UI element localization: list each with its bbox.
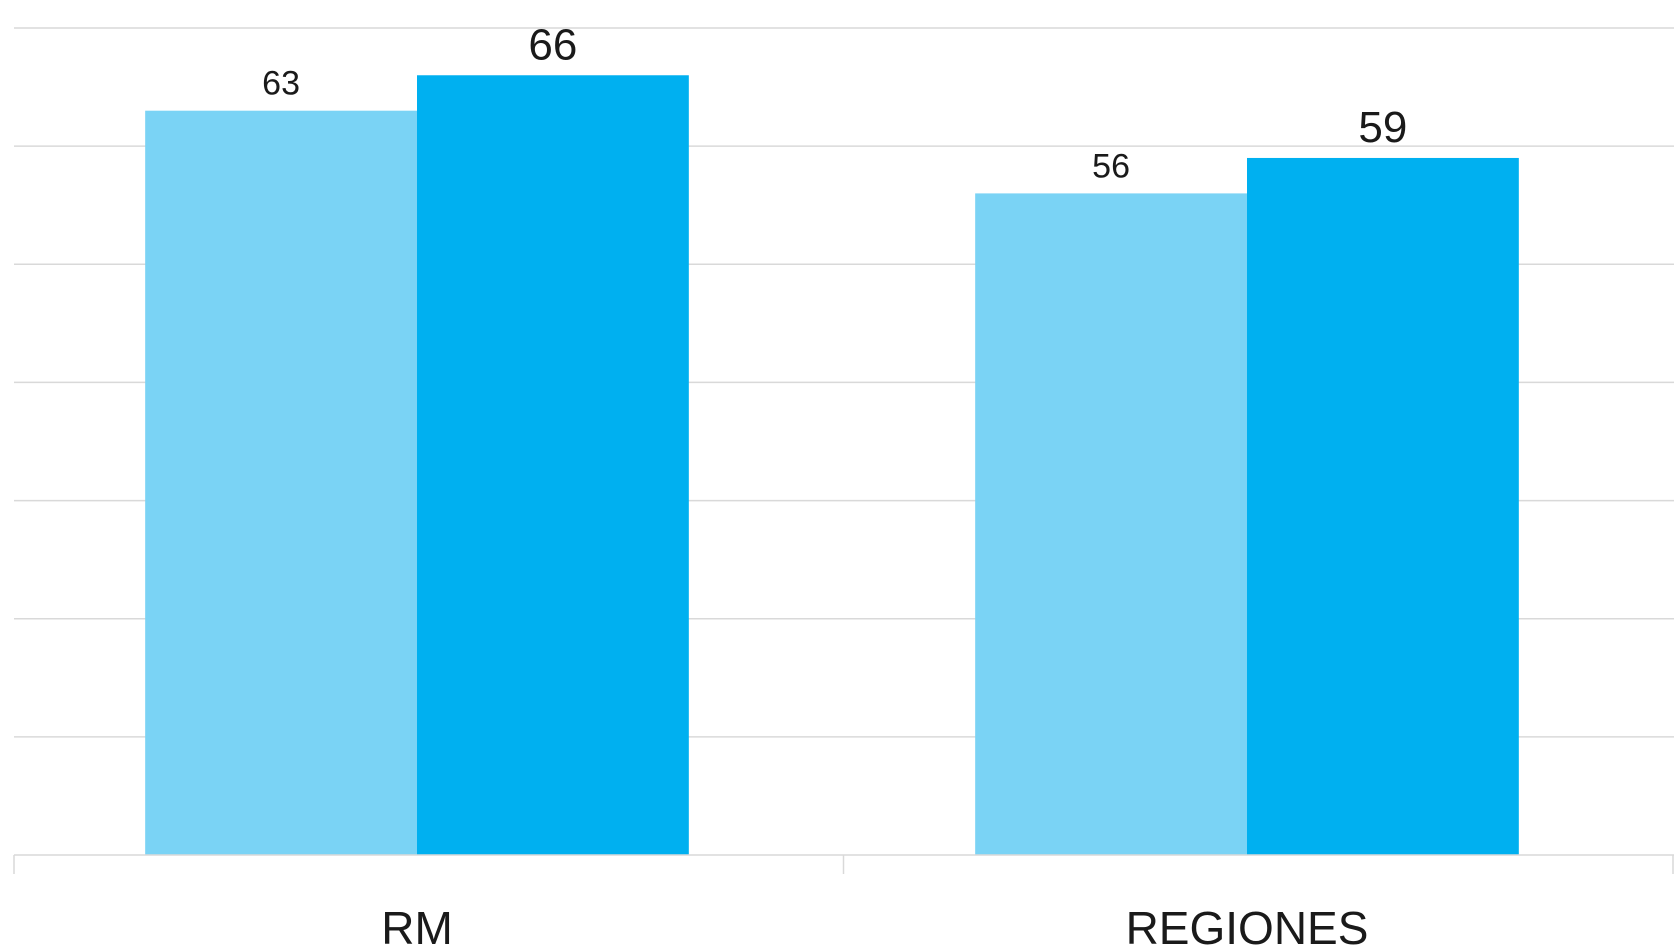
- bar: [1247, 157, 1519, 855]
- x-axis: [13, 854, 1674, 874]
- bar-value-label: 63: [262, 65, 300, 103]
- bar-value-label: 66: [528, 20, 577, 69]
- bar: [145, 110, 418, 855]
- bars: [145, 75, 1519, 855]
- bar: [975, 193, 1247, 855]
- bar-value-label: 56: [1092, 147, 1130, 185]
- data-labels: 63 66 56 59: [262, 20, 1407, 185]
- category-labels: RM REGIONES: [381, 902, 1368, 950]
- category-label: REGIONES: [1126, 902, 1369, 950]
- bar: [417, 75, 689, 855]
- category-label: RM: [381, 902, 453, 950]
- bar-value-label: 59: [1358, 103, 1407, 152]
